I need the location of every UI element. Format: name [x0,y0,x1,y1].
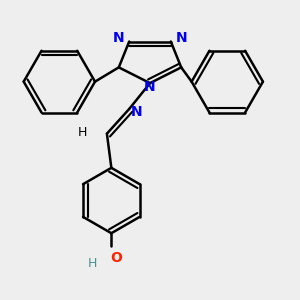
Text: H: H [87,257,97,270]
Text: N: N [176,31,187,45]
Text: H: H [77,126,87,139]
Text: N: N [144,80,156,94]
Text: N: N [113,31,124,45]
Text: N: N [131,105,142,119]
Text: O: O [110,250,122,265]
